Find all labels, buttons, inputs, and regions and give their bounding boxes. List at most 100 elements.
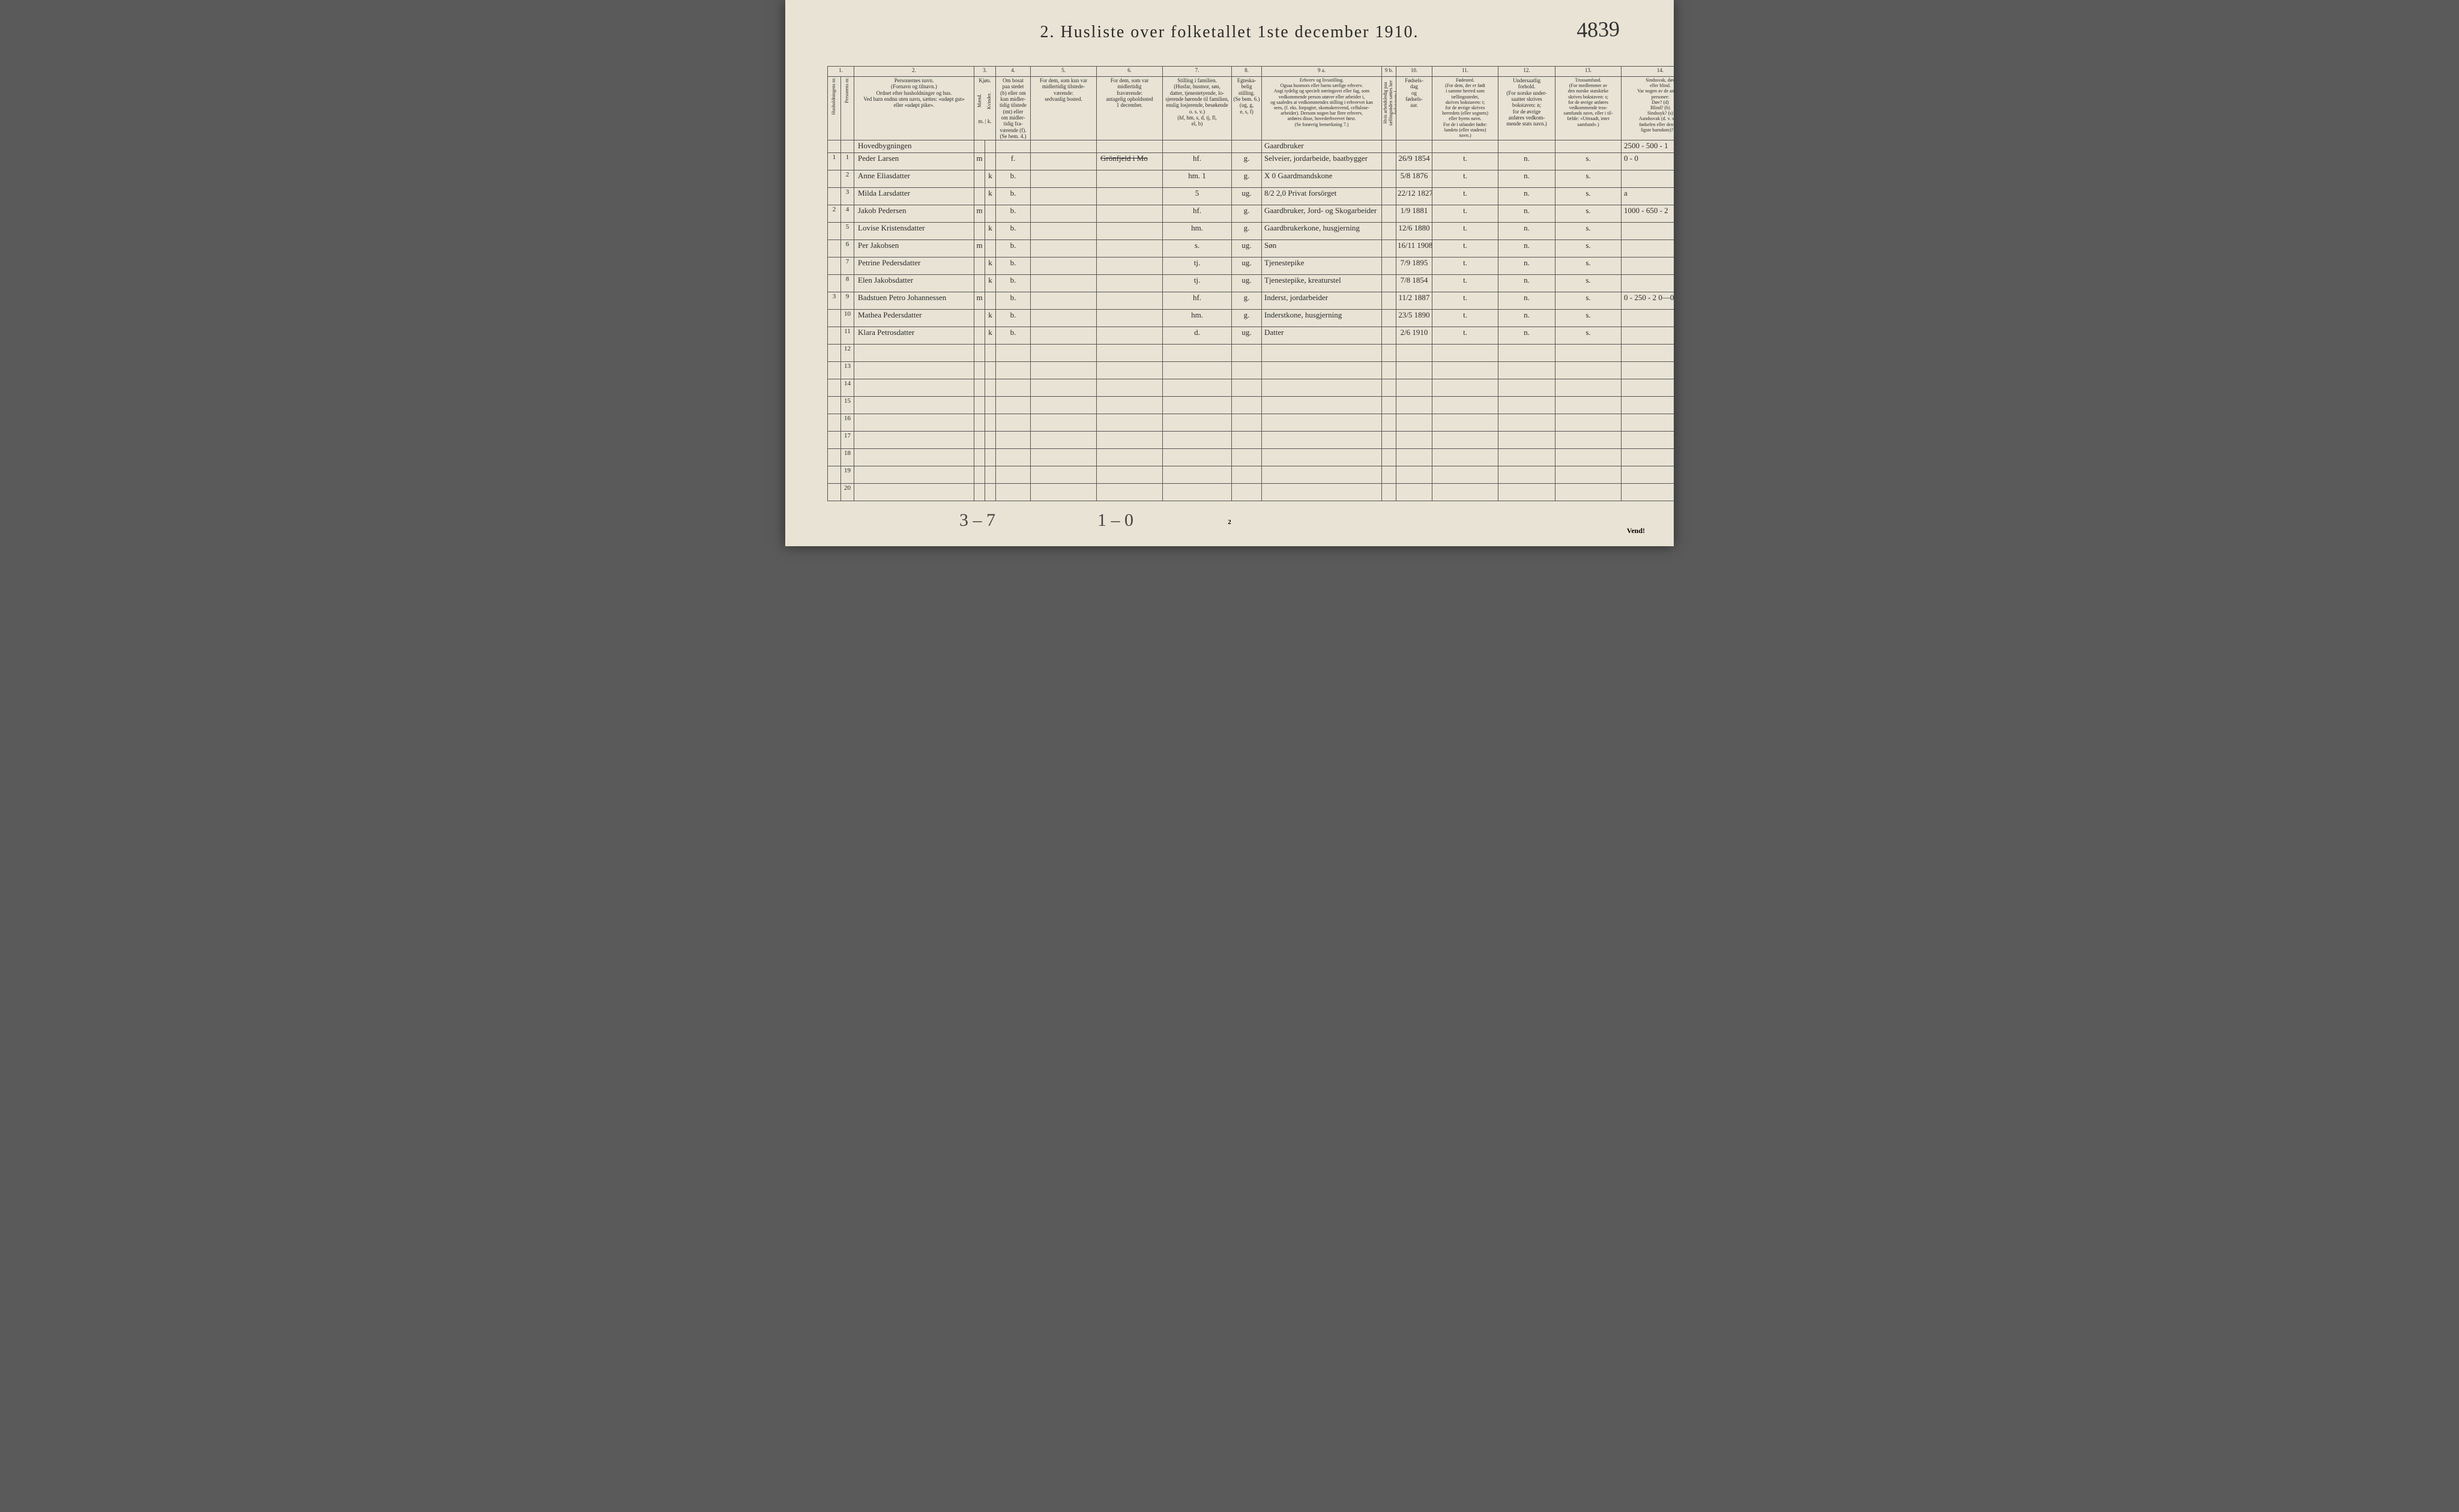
cell: [1396, 484, 1432, 501]
cell: b.: [996, 188, 1031, 205]
cell: [1097, 240, 1163, 258]
column-number: 1.: [828, 67, 854, 77]
cell: [1396, 397, 1432, 414]
cell: [1097, 188, 1163, 205]
cell: Milda Larsdatter: [854, 188, 974, 205]
vend-label: Vend!: [1627, 526, 1645, 535]
cell: [1622, 345, 1674, 362]
cell: n.: [1498, 310, 1555, 327]
cell: ug.: [1232, 327, 1262, 345]
cell: 4: [841, 205, 854, 223]
cell: Anne Eliasdatter: [854, 170, 974, 188]
cell: 2: [828, 205, 841, 223]
cell: [854, 449, 974, 466]
cell: [1382, 345, 1396, 362]
cell: [1432, 466, 1498, 484]
cell: [1262, 432, 1382, 449]
cell: 7/9 1895: [1396, 258, 1432, 275]
bottom-handwritten-left: 3 – 7: [959, 510, 995, 531]
cell: 2500 - 500 - 1: [1622, 140, 1674, 153]
cell: 19: [841, 466, 854, 484]
cell: [828, 362, 841, 379]
cell: m: [974, 205, 985, 223]
cell: b.: [996, 327, 1031, 345]
cell: n.: [1498, 275, 1555, 292]
cell: [1031, 188, 1097, 205]
header-fodested: Fødested. (For dem, der er født i samme …: [1432, 77, 1498, 140]
cell: Lovise Kristensdatter: [854, 223, 974, 240]
table-head: 1.2.3.4.5.6.7.8.9 a.9 b.10.11.12.13.14. …: [828, 67, 1674, 140]
cell: [854, 466, 974, 484]
cell: [1097, 466, 1163, 484]
cell: X 0 Gaardmandskone: [1262, 170, 1382, 188]
header-fodselsdag: Fødsels- dag og fødsels- aar.: [1396, 77, 1432, 140]
cell: [1555, 379, 1622, 397]
cell: t.: [1432, 205, 1498, 223]
cell: [996, 432, 1031, 449]
cell: [974, 140, 985, 153]
cell: [1097, 362, 1163, 379]
header-person-no: Personens nr.: [841, 77, 854, 140]
cell: hm.: [1163, 310, 1232, 327]
cell: [1097, 310, 1163, 327]
cell: [854, 379, 974, 397]
cell: 12: [841, 345, 854, 362]
cell: t.: [1432, 153, 1498, 170]
cell: [1396, 432, 1432, 449]
cell: 8: [841, 275, 854, 292]
cell: [1622, 258, 1674, 275]
column-number: 9 b.: [1382, 67, 1396, 77]
cell: 6: [841, 240, 854, 258]
cell: [985, 397, 996, 414]
census-page: 4839 2. Husliste over folketallet 1ste d…: [785, 0, 1674, 546]
cell: a: [1622, 188, 1674, 205]
cell: [985, 292, 996, 310]
cell: [974, 310, 985, 327]
column-number: 7.: [1163, 67, 1232, 77]
table-body: HovedbygningenGaardbruker2500 - 500 - 11…: [828, 140, 1674, 501]
cell: Grönfjeld i Mo: [1097, 153, 1163, 170]
cell: [1097, 345, 1163, 362]
cell: [1031, 170, 1097, 188]
cell: [1097, 223, 1163, 240]
column-number: 9 a.: [1262, 67, 1382, 77]
column-number: 10.: [1396, 67, 1432, 77]
cell: [985, 362, 996, 379]
cell: n.: [1498, 258, 1555, 275]
cell: [1232, 345, 1262, 362]
cell: k: [985, 188, 996, 205]
cell: Datter: [1262, 327, 1382, 345]
cell: [1262, 345, 1382, 362]
cell: [974, 466, 985, 484]
cell: [1232, 397, 1262, 414]
cell: [1097, 292, 1163, 310]
table-row: 6Per Jakobsenmb.s.ug.Søn16/11 1908t.n.s.: [828, 240, 1674, 258]
cell: [1382, 466, 1396, 484]
cell: [1031, 292, 1097, 310]
cell: Badstuen Petro Johannessen: [854, 292, 974, 310]
cell: [1622, 379, 1674, 397]
cell: [1163, 379, 1232, 397]
table-row-blank: 16: [828, 414, 1674, 432]
cell: s.: [1163, 240, 1232, 258]
cell: [1622, 449, 1674, 466]
cell: s.: [1555, 310, 1622, 327]
table-row-blank: 19: [828, 466, 1674, 484]
cell: [1262, 484, 1382, 501]
cell: 20: [841, 484, 854, 501]
cell: [974, 414, 985, 432]
cell: 15: [841, 397, 854, 414]
cell: [1396, 345, 1432, 362]
cell: [985, 379, 996, 397]
cell: g.: [1232, 153, 1262, 170]
cell: 0 - 250 - 2 0—0: [1622, 292, 1674, 310]
cell: ug.: [1232, 188, 1262, 205]
cell: 2: [841, 170, 854, 188]
cell: [828, 397, 841, 414]
cell: t.: [1432, 327, 1498, 345]
cell: Elen Jakobsdatter: [854, 275, 974, 292]
cell: [1097, 449, 1163, 466]
cell: [1382, 379, 1396, 397]
cell: [974, 432, 985, 449]
cell: n.: [1498, 292, 1555, 310]
